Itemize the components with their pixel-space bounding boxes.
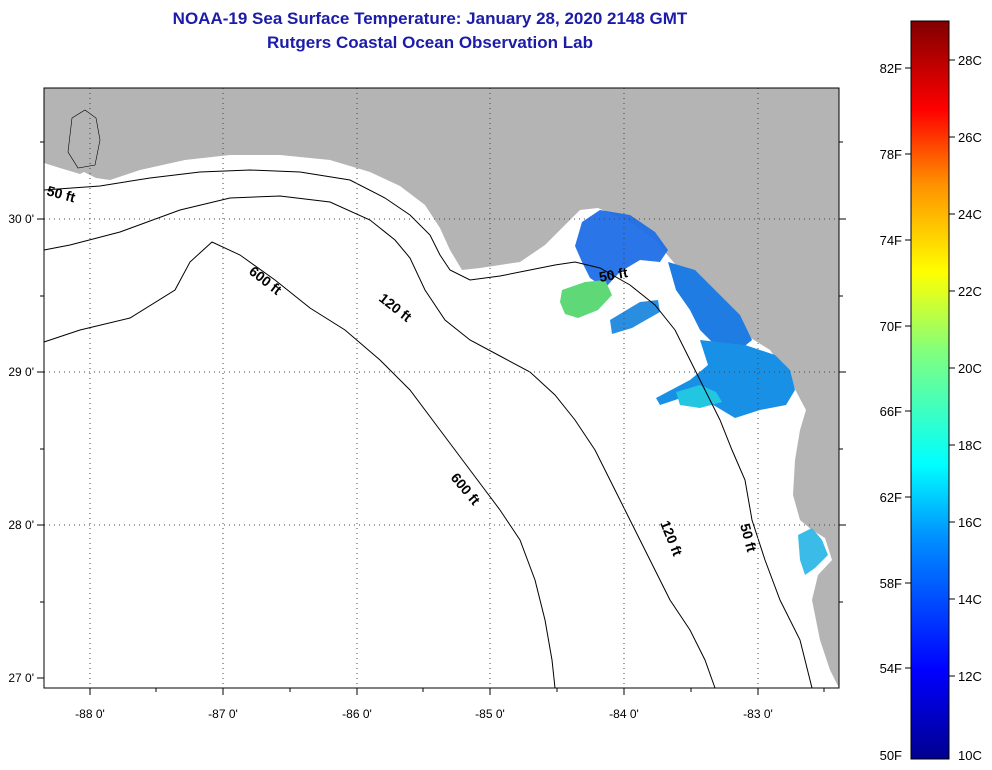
sst-patch-bay — [798, 528, 828, 575]
lat-label: 29 0' — [8, 365, 34, 379]
colorbar-label-f: 50F — [880, 748, 902, 763]
lon-label: -84 0' — [609, 707, 639, 721]
colorbar-label-f: 70F — [880, 319, 902, 334]
axis-ticks — [37, 141, 846, 695]
sst-patch-band — [610, 300, 660, 334]
colorbar-label-c: 10C — [958, 748, 982, 763]
ocean-area — [44, 155, 839, 688]
lat-lon-grid — [44, 88, 839, 688]
contour-50ft — [43, 169, 813, 689]
colorbar — [910, 20, 950, 760]
sst-patch-green — [560, 280, 612, 318]
colorbar-label-c: 16C — [958, 515, 982, 530]
sst-patch-north — [575, 210, 668, 288]
colorbar-label-c: 22C — [958, 284, 982, 299]
colorbar-label-f: 58F — [880, 576, 902, 591]
lat-label: 27 0' — [8, 671, 34, 685]
colorbar-label-c: 20C — [958, 361, 982, 376]
colorbar-ticks — [905, 59, 955, 677]
contour-120ft — [43, 195, 716, 689]
map-frame — [43, 87, 840, 689]
colorbar-celsius: 28C 26C 24C 22C 20C 18C 16C 14C 12C 10C — [958, 53, 982, 763]
contour-600ft — [43, 241, 556, 689]
colorbar-label-c: 18C — [958, 438, 982, 453]
lat-label: 28 0' — [8, 518, 34, 532]
colorbar-label-f: 78F — [880, 147, 902, 162]
contour-label: 50 ft — [45, 182, 77, 205]
sst-patch-south — [656, 340, 795, 418]
lat-labels: 30 0' 29 0' 28 0' 27 0' — [8, 212, 34, 685]
colorbar-label-c: 26C — [958, 130, 982, 145]
colorbar-label-c: 14C — [958, 592, 982, 607]
lon-label: -83 0' — [743, 707, 773, 721]
colorbar-label-c: 24C — [958, 207, 982, 222]
coast-inlet — [67, 109, 101, 169]
sst-data — [560, 210, 828, 575]
map-title: NOAA-19 Sea Surface Temperature: January… — [172, 9, 688, 28]
colorbar-label-c: 12C — [958, 669, 982, 684]
sst-patch-mid — [668, 262, 752, 350]
lat-label: 30 0' — [8, 212, 34, 226]
lon-label: -88 0' — [75, 707, 105, 721]
map-subtitle: Rutgers Coastal Ocean Observation Lab — [267, 33, 593, 52]
colorbar-fahrenheit: 82F 78F 74F 70F 66F 62F 58F 54F 50F — [880, 61, 902, 763]
sst-patch-cyan — [676, 385, 722, 408]
contour-label: 50 ft — [598, 264, 629, 285]
lon-labels: -88 0' -87 0' -86 0' -85 0' -84 0' -83 0… — [75, 707, 773, 721]
contour-label: 50 ft — [737, 522, 760, 554]
lon-label: -85 0' — [475, 707, 505, 721]
colorbar-label-f: 62F — [880, 490, 902, 505]
bathymetry-contours — [43, 169, 813, 689]
colorbar-label-f: 82F — [880, 61, 902, 76]
lon-label: -87 0' — [208, 707, 238, 721]
lon-label: -86 0' — [342, 707, 372, 721]
colorbar-label-c: 28C — [958, 53, 982, 68]
colorbar-label-f: 66F — [880, 404, 902, 419]
colorbar-label-f: 54F — [880, 661, 902, 676]
colorbar-label-f: 74F — [880, 233, 902, 248]
